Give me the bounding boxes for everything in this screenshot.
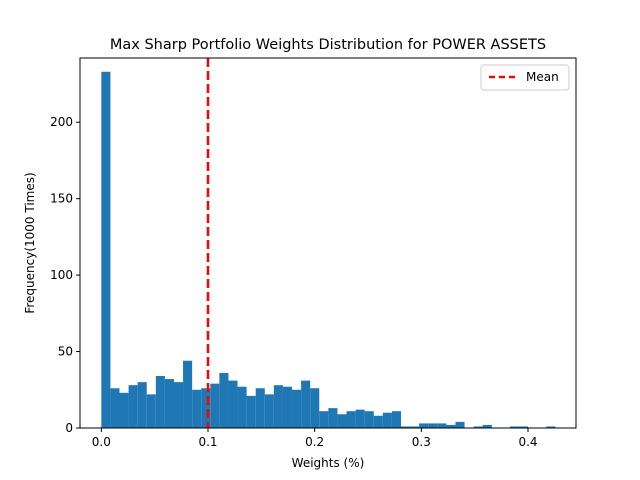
y-axis-label: Frequency(1000 Times) <box>23 172 37 313</box>
histogram-bar <box>255 388 265 428</box>
histogram-bar <box>546 426 556 428</box>
histogram-bar <box>110 388 120 428</box>
histogram-bar <box>237 386 247 428</box>
histogram-bar <box>364 411 374 428</box>
histogram-bar <box>509 426 520 428</box>
x-tick-label: 0.2 <box>305 435 324 449</box>
histogram-bar <box>301 380 311 428</box>
histogram-bar <box>437 423 447 428</box>
histogram-bar <box>400 426 411 428</box>
histogram-bar <box>519 426 529 428</box>
histogram-bar <box>273 385 283 428</box>
histogram-bar <box>128 385 138 428</box>
histogram-bar <box>455 421 465 428</box>
histogram-bar <box>419 423 429 428</box>
y-tick-label: 100 <box>50 268 73 282</box>
x-axis-ticks: 0.0 0.1 0.2 0.3 0.4 <box>92 428 538 449</box>
histogram-bar <box>473 426 483 428</box>
histogram-bar <box>428 423 438 428</box>
histogram-bar <box>346 411 356 428</box>
histogram-bar <box>246 395 256 428</box>
x-tick-label: 0.3 <box>412 435 431 449</box>
histogram-bar <box>164 379 174 428</box>
histogram-bar <box>210 383 220 428</box>
chart-title: Max Sharp Portfolio Weights Distribution… <box>110 37 546 53</box>
histogram-bar <box>292 389 302 428</box>
histogram-bar <box>101 71 111 429</box>
histogram-bar <box>173 382 184 428</box>
histogram-bar <box>282 386 293 428</box>
legend-mean-label: Mean <box>526 70 559 84</box>
histogram-bars <box>101 71 556 429</box>
legend: Mean <box>480 64 570 91</box>
histogram-bar <box>382 412 392 428</box>
histogram-bar <box>119 392 129 428</box>
histogram-bar <box>264 394 274 428</box>
histogram-bar <box>328 408 338 428</box>
histogram-bar <box>373 415 383 428</box>
histogram-bar <box>228 380 238 428</box>
histogram-bar <box>192 389 202 428</box>
histogram-bar <box>319 411 329 428</box>
histogram-bar <box>219 372 229 428</box>
histogram-bar <box>410 426 420 428</box>
histogram-bar <box>310 388 320 428</box>
histogram-bar <box>482 424 492 428</box>
histogram-bar <box>391 411 401 428</box>
legend-box <box>480 64 570 91</box>
y-tick-label: 150 <box>50 192 73 206</box>
y-axis-ticks: 0 50 100 150 200 <box>50 115 80 435</box>
plot-frame <box>79 57 577 429</box>
histogram-bar <box>155 376 165 428</box>
x-tick-label: 0.4 <box>518 435 537 449</box>
histogram-bar <box>355 409 365 428</box>
x-tick-label: 0.0 <box>92 435 111 449</box>
histogram-bar <box>201 388 211 428</box>
histogram-bar <box>137 382 147 428</box>
histogram-bar <box>183 360 193 428</box>
histogram-bar <box>337 414 347 428</box>
x-tick-label: 0.1 <box>198 435 217 449</box>
y-tick-label: 50 <box>58 345 73 359</box>
histogram-bar <box>146 394 156 428</box>
histogram-bar <box>446 424 456 428</box>
y-tick-label: 200 <box>50 115 73 129</box>
x-axis-label: Weights (%) <box>292 456 365 470</box>
y-tick-label: 0 <box>65 421 73 435</box>
